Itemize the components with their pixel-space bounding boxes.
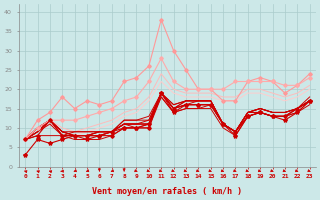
X-axis label: Vent moyen/en rafales ( km/h ): Vent moyen/en rafales ( km/h )	[92, 187, 243, 196]
